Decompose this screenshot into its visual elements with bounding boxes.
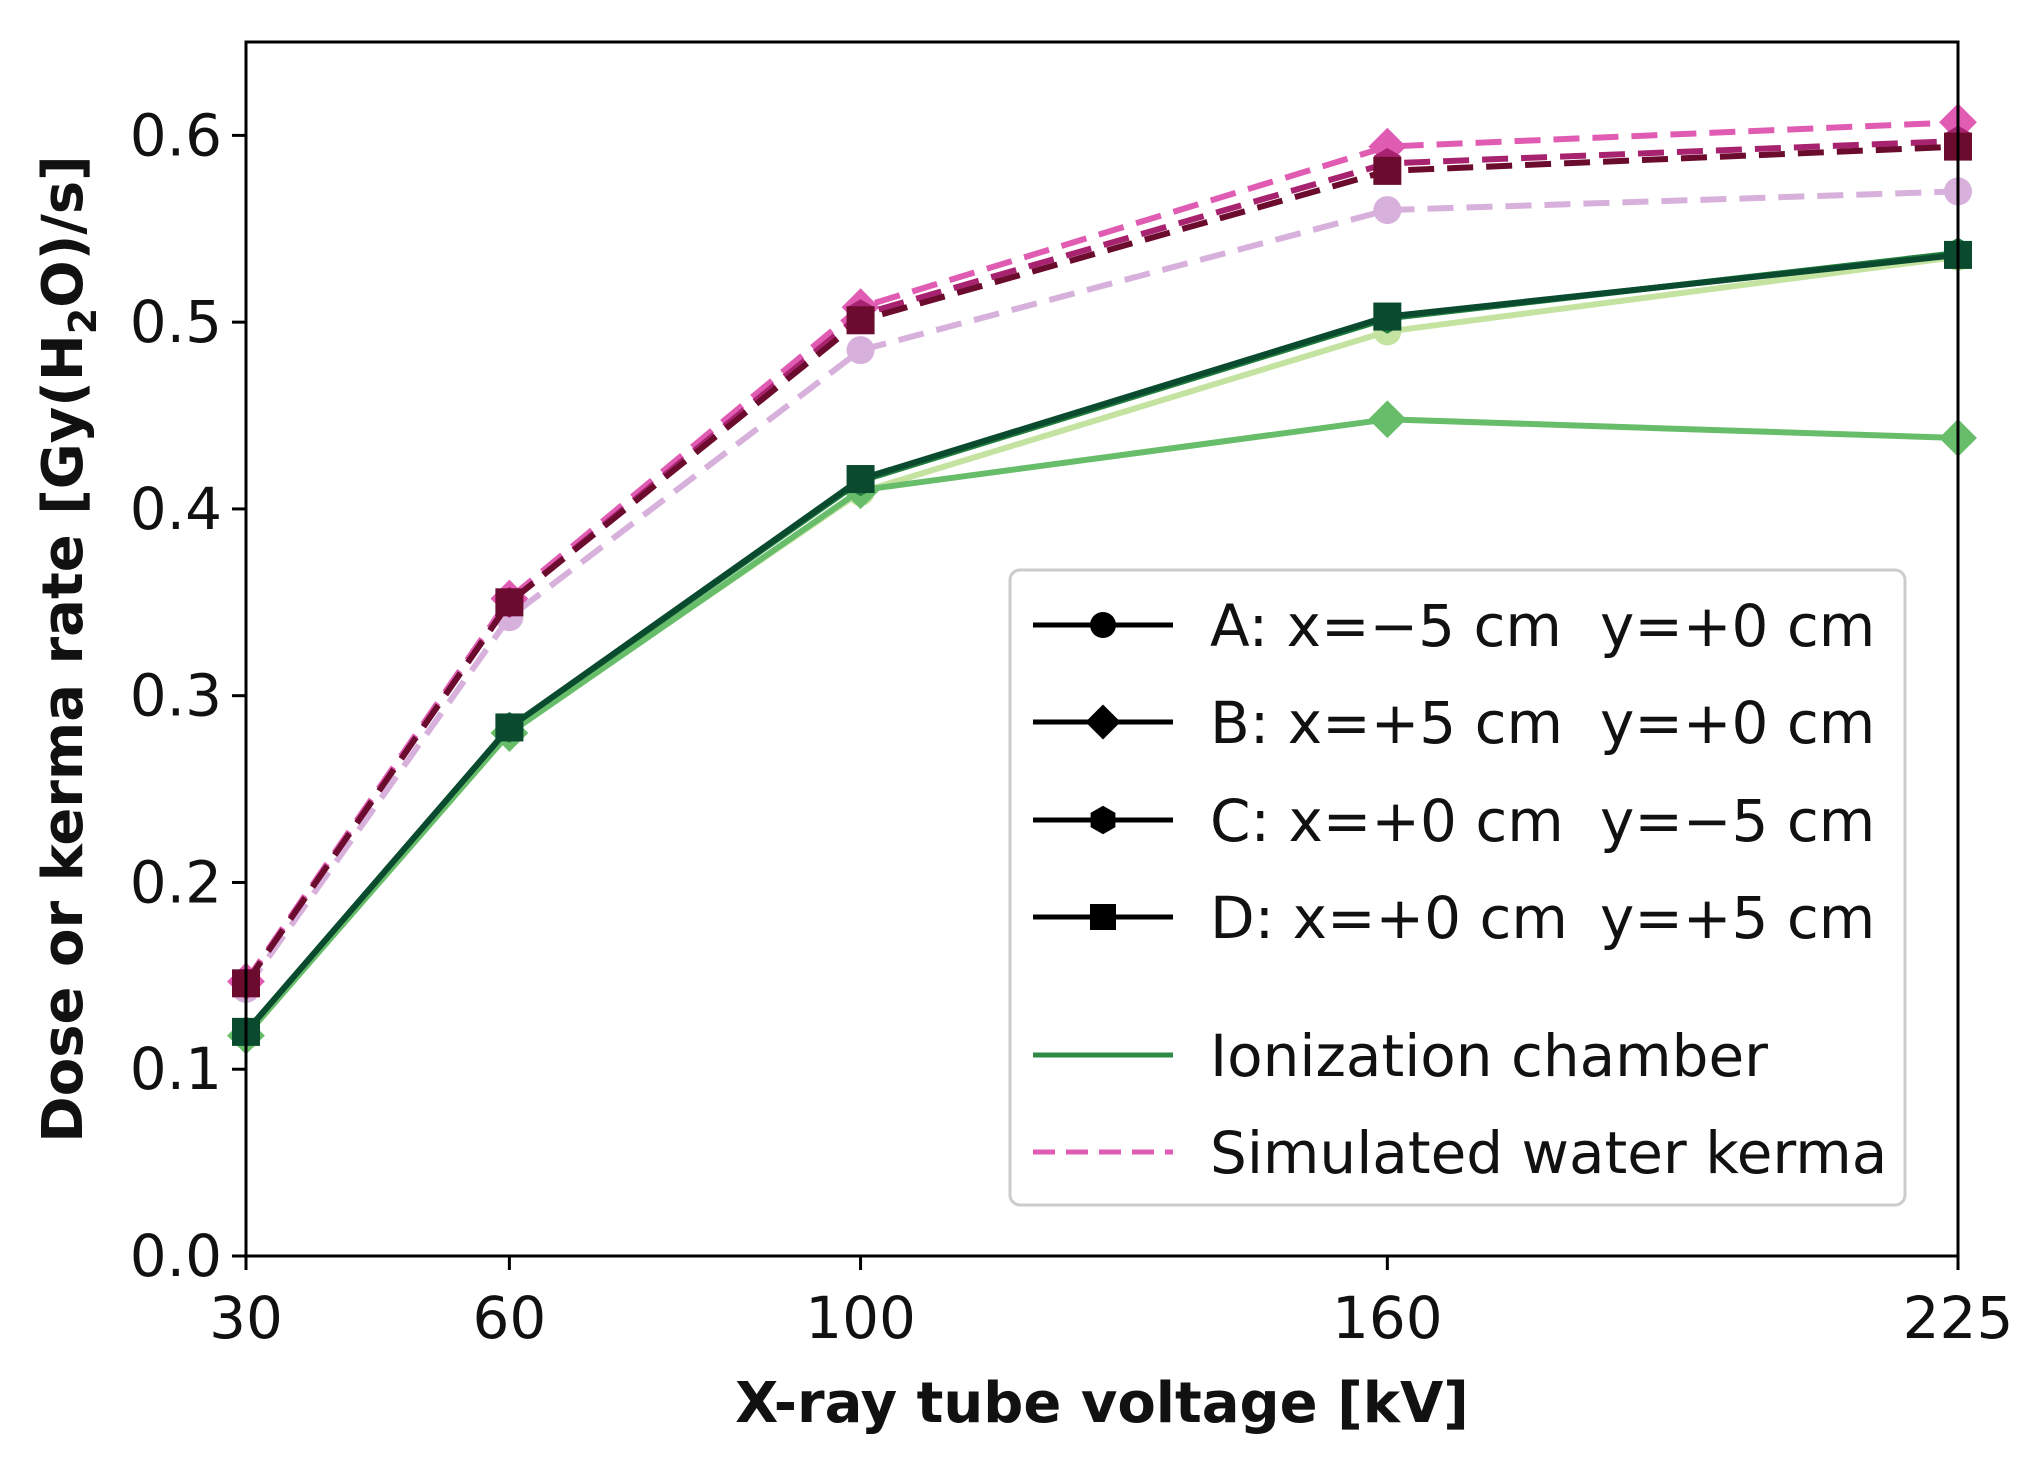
legend-position-y: y=+0 cm xyxy=(1600,592,1875,660)
y-tick-label: 0.2 xyxy=(130,848,222,916)
x-axis: 30 60 100 160 225 xyxy=(209,1256,2013,1352)
y-tick-label: 0.4 xyxy=(130,475,222,543)
x-tick-label: 225 xyxy=(1903,1284,2014,1352)
legend-position-y: y=+5 cm xyxy=(1600,884,1875,952)
y-axis-label-prefix: Dose or kerma rate [Gy(H xyxy=(31,334,96,1143)
data-point xyxy=(1373,302,1402,331)
data-point xyxy=(1373,156,1402,185)
data-point xyxy=(1373,196,1402,225)
y-axis-label: Dose or kerma rate [Gy(H2O)/s] xyxy=(31,155,105,1143)
legend-label: Simulated water kerma xyxy=(1210,1119,1887,1187)
legend-entry-c: C: x=+0 cm y=−5 cm xyxy=(1033,787,1875,855)
data-point xyxy=(495,713,524,742)
legend-marker xyxy=(1090,805,1116,835)
legend-marker xyxy=(1085,704,1121,740)
legend: A: x=−5 cm y=+0 cm B: x=+5 cm y=+0 cm C: x=+… xyxy=(1008,568,1907,1207)
x-axis-label: X-ray tube voltage [kV] xyxy=(735,1371,1469,1436)
legend-box xyxy=(1008,568,1907,1207)
y-tick-label: 0.1 xyxy=(130,1035,222,1103)
legend-entry-d: D: x=+0 cm y=+5 cm xyxy=(1033,884,1875,952)
data-point xyxy=(846,336,875,365)
legend-position-y: y=−5 cm xyxy=(1600,787,1875,855)
y-tick-label: 0.5 xyxy=(130,288,222,356)
y-tick-label: 0.6 xyxy=(130,101,222,169)
legend-label: Ionization chamber xyxy=(1210,1022,1768,1090)
legend-entry-a: A: x=−5 cm y=+0 cm xyxy=(1033,592,1875,660)
y-axis: 0.0 0.1 0.2 0.3 0.4 0.5 0.6 xyxy=(130,101,246,1290)
y-axis-label-subscript: 2 xyxy=(61,308,105,334)
y-tick-label: 0.0 xyxy=(130,1222,222,1290)
x-tick-label: 60 xyxy=(472,1284,546,1352)
legend-position-label: B: x=+5 cm xyxy=(1210,689,1563,757)
legend-entry-b: B: x=+5 cm y=+0 cm xyxy=(1033,689,1875,757)
legend-position-y: y=+0 cm xyxy=(1600,689,1875,757)
legend-marker xyxy=(1090,612,1116,638)
legend-entry-ionization-chamber: Ionization chamber xyxy=(1033,1022,1768,1090)
data-point xyxy=(846,306,875,335)
legend-position-label: C: x=+0 cm xyxy=(1210,787,1564,855)
data-point xyxy=(1368,400,1407,439)
legend-position-label: D: x=+0 cm xyxy=(1210,884,1568,952)
x-tick-label: 160 xyxy=(1332,1284,1443,1352)
x-tick-label: 100 xyxy=(805,1284,916,1352)
data-point xyxy=(846,465,875,494)
data-point xyxy=(495,588,524,617)
x-tick-label: 30 xyxy=(209,1284,283,1352)
y-tick-label: 0.3 xyxy=(130,662,222,730)
plot-frame xyxy=(244,40,1960,1258)
plot-marks xyxy=(227,103,1977,1055)
y-axis-label-suffix: O)/s] xyxy=(31,155,96,308)
legend-entry-simulated-water-kerma: Simulated water kerma xyxy=(1033,1119,1887,1187)
legend-marker xyxy=(1090,904,1116,930)
legend-position-label: A: x=−5 cm xyxy=(1210,592,1562,660)
